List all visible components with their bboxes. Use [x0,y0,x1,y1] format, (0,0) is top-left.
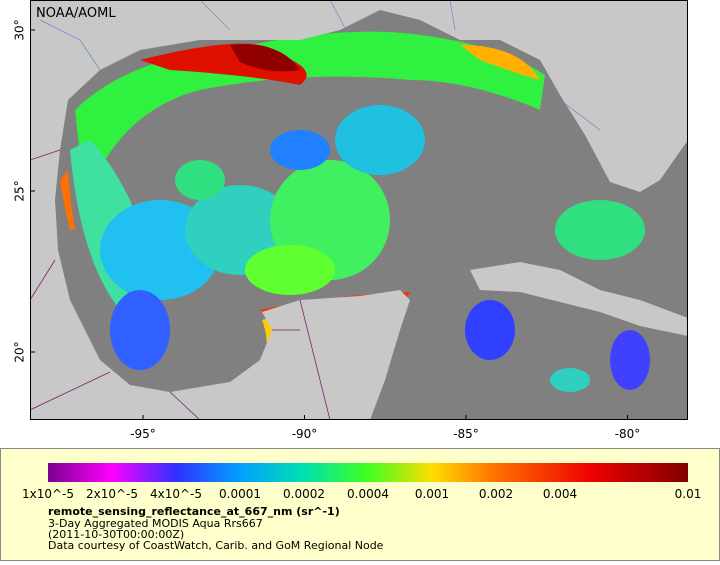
colorbar-label: 0.0001 [219,487,261,501]
colorbar-label: 4x10^-5 [150,487,202,501]
lon-label: -95° [130,427,156,441]
lat-label: 25° [13,180,27,201]
florida [540,0,688,192]
map [30,0,688,420]
colorbar-label: 0.002 [479,487,513,501]
credit: NOAA/AOML [36,6,116,21]
colorbar-label: 0.0002 [283,487,325,501]
lat-axis: 30° 25° 20° [13,19,35,363]
variable: remote_sensing_reflectance_at_667_nm (sr… [48,505,340,518]
lon-label: -90° [292,427,318,441]
source: Data courtesy of CoastWatch, Carib. and … [48,539,384,552]
colorbar-label: 0.004 [543,487,577,501]
colorbar-label: 2x10^-5 [86,487,138,501]
data-field [60,31,650,392]
colorbar-label: 0.001 [415,487,449,501]
lat-label: 20° [13,341,27,362]
borders [30,149,331,420]
colorbar [48,463,688,482]
colorbar-label: 1x10^-5 [22,487,74,501]
colorbar-label: 0.0004 [347,487,389,501]
rivers [39,0,601,131]
lon-axis: -95° -90° -85° -80° [130,415,640,441]
time: (2011-10-30T00:00:00Z) [48,528,184,541]
lon-label: -85° [453,427,479,441]
cuba [470,262,688,336]
colorbar-labels: 1x10^-5 2x10^-5 4x10^-5 0.0001 0.0002 0.0004 0… [22,487,701,501]
colorbar-label: 0.01 [675,487,702,501]
description: 3-Day Aggregated MODIS Aqua Rrs667 [48,517,263,530]
lon-label: -80° [615,427,641,441]
lat-label: 30° [13,19,27,40]
map-frame [30,0,688,420]
